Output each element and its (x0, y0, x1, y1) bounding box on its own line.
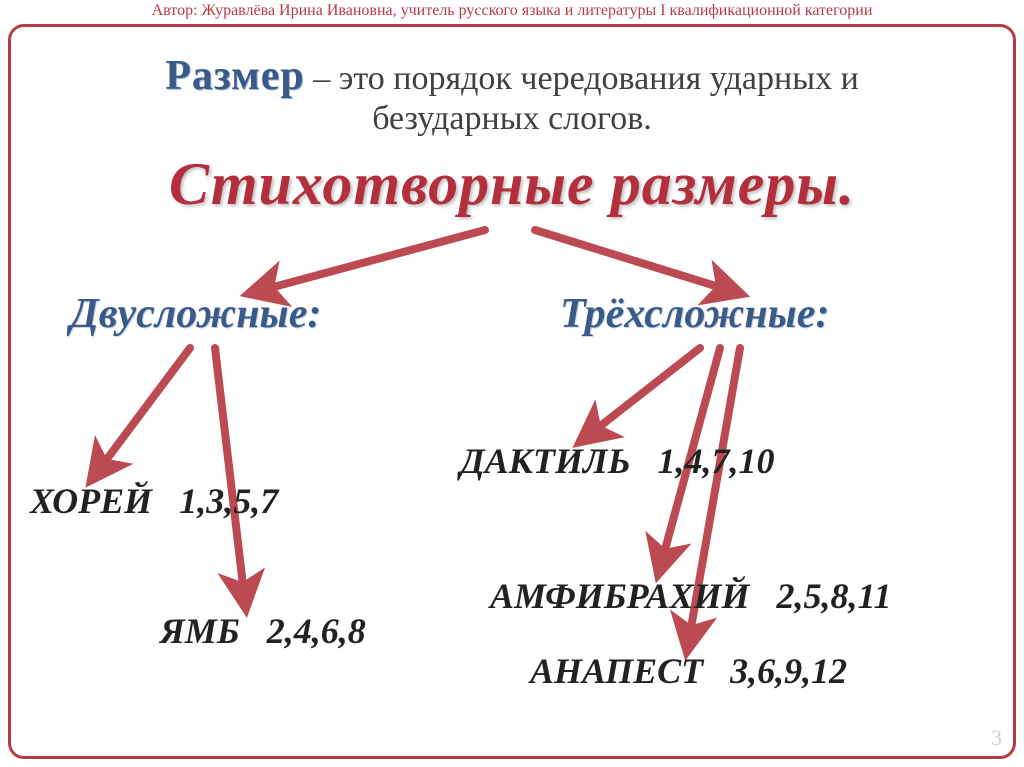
leaf-name: ЯМБ (160, 611, 240, 651)
slide-number: 3 (991, 725, 1002, 751)
intro-line-2: безударных слогов. (0, 100, 1024, 138)
leaf-name: АНАПЕСТ (530, 651, 703, 691)
leaf-right-1: АМФИБРАХИЙ 2,5,8,11 (490, 575, 891, 617)
leaf-numbers: 3,6,9,12 (730, 651, 847, 691)
leaf-right-0: ДАКТИЛЬ 1,4,7,10 (460, 440, 775, 482)
intro-line-1: Размер – это порядок чередования ударных… (0, 52, 1024, 100)
leaf-right-2: АНАПЕСТ 3,6,9,12 (530, 650, 847, 692)
author-line: Автор: Журавлёва Ирина Ивановна, учитель… (0, 2, 1024, 20)
leaf-name: АМФИБРАХИЙ (490, 576, 749, 616)
leaf-numbers: 2,5,8,11 (776, 576, 891, 616)
leaf-left-1: ЯМБ 2,4,6,8 (160, 610, 366, 652)
leaf-numbers: 2,4,6,8 (267, 611, 366, 651)
leaf-left-0: ХОРЕЙ 1,3,5,7 (30, 480, 278, 522)
intro-rest: – это порядок чередования ударных и (305, 60, 859, 97)
branch-title-right: Трёхсложные: (560, 290, 829, 338)
main-title: Стихотворные размеры. (0, 150, 1024, 219)
leaf-numbers: 1,4,7,10 (658, 441, 775, 481)
branch-title-left: Двусложные: (70, 290, 321, 338)
leaf-numbers: 1,3,5,7 (179, 481, 278, 521)
intro-keyword: Размер (165, 53, 305, 99)
leaf-name: ХОРЕЙ (30, 481, 152, 521)
leaf-name: ДАКТИЛЬ (460, 441, 631, 481)
